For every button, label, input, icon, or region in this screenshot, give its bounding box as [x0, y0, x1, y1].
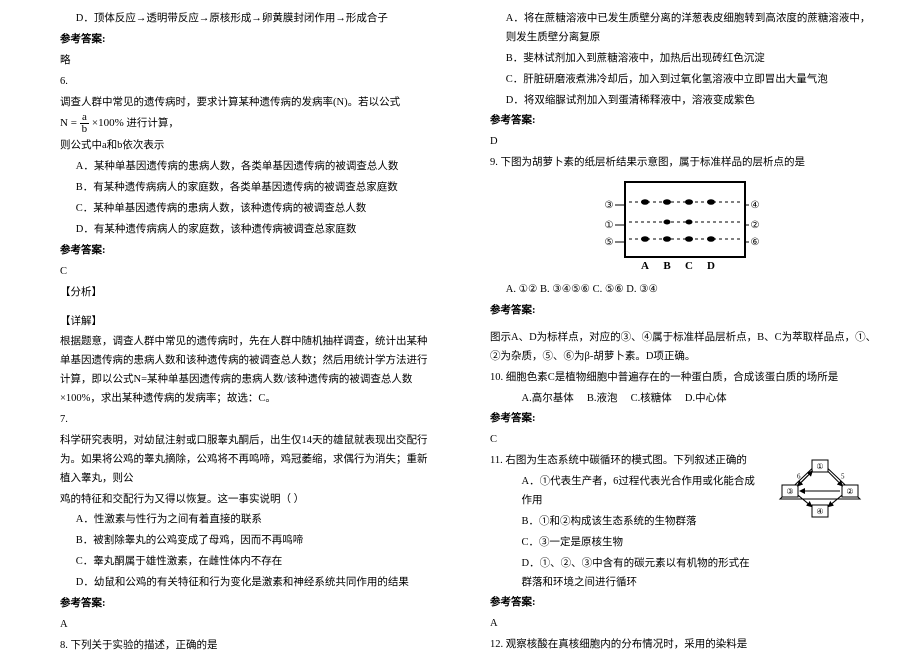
q10-opt-a: A.高尔基体 [522, 393, 574, 404]
ref-answer-label: 参考答案: [60, 242, 430, 261]
fraction: a b [80, 112, 90, 135]
q7-answer: A [60, 616, 430, 635]
q6-intro-3: 则公式中a和b依次表示 [60, 137, 430, 156]
q11-opt-d: D．①、②、③中含有的碳元素以有机物的形式在群落和环境之间进行循环 [490, 555, 760, 593]
left-column: D．顶体反应→透明带反应→原核形成→卵黄膜封闭作用→形成合子 参考答案: 略 6… [0, 0, 460, 651]
q7-opt-a: A．性激素与性行为之间有着直接的联系 [60, 511, 430, 530]
svg-text:A: A [641, 260, 649, 272]
svg-text:④: ④ [816, 507, 823, 516]
q10-answer: C [490, 431, 880, 450]
q10-opt-b: B.液泡 [587, 393, 618, 404]
q11-answer: A [490, 615, 880, 634]
svg-text:②: ② [751, 220, 760, 231]
q10-number: 10. [490, 372, 503, 383]
q7-opt-d: D．幼鼠和公鸡的有关特征和行为变化是激素和神经系统共同作用的结果 [60, 574, 430, 593]
q10-opt-d: D.中心体 [685, 393, 727, 404]
q6-opt-c: C．某种单基因遗传病的患病人数，该种遗传病的被调查总人数 [60, 200, 430, 219]
q11-textblock: 11. 右图为生态系统中碳循环的模式图。下列叙述正确的 A．①代表生产者，6过程… [490, 452, 760, 594]
q10-opt-c: C.核糖体 [631, 393, 672, 404]
q9-stem: 9. 下图为胡萝卜素的纸层析结果示意图，属于标准样品的层析点的是 [490, 154, 880, 173]
q6-stem: 调查人群中常见的遗传病时，要求计算某种遗传病的发病率(N)。若以公式 N = a… [60, 94, 430, 136]
svg-text:C: C [685, 260, 693, 272]
q8-opt-c: C．肝脏研磨液煮沸冷却后，加入到过氧化氢溶液中立即冒出大量气泡 [490, 71, 880, 90]
svg-text:6: 6 [797, 473, 801, 481]
document-page: D．顶体反应→透明带反应→原核形成→卵黄膜封闭作用→形成合子 参考答案: 略 6… [0, 0, 920, 651]
q6-detail: 根据题意，调查人群中常见的遗传病时，先在人群中随机抽样调查，统计出某种单基因遗传… [60, 333, 430, 409]
ref-answer-label: 参考答案: [490, 302, 880, 321]
svg-text:B: B [663, 260, 671, 272]
ref-answer-label: 参考答案: [490, 112, 880, 131]
q7-opt-b: B．被割除睾丸的公鸡变成了母鸡，因而不再鸣啼 [60, 532, 430, 551]
q11-number: 11. [490, 455, 503, 466]
q5-opt-d: D．顶体反应→透明带反应→原核形成→卵黄膜封闭作用→形成合子 [60, 10, 430, 29]
q11-opt-c: C．③一定是原核生物 [490, 534, 760, 553]
svg-text:③: ③ [786, 487, 793, 496]
formula-left: N = [60, 117, 77, 129]
q7-text1: 科学研究表明，对幼鼠注射或口服睾丸酮后，出生仅14天的雄鼠就表现出交配行为。如果… [60, 432, 430, 489]
svg-text:D: D [707, 260, 715, 272]
q6-intro-1: 调查人群中常见的遗传病时，要求计算某种遗传病的发病率(N)。若以公式 [60, 97, 400, 108]
ref-answer-label: 参考答案: [490, 594, 880, 613]
tlc-diagram: A B C D ③ ① ⑤ ④ ② ⑥ [595, 177, 775, 277]
right-column: A．将在蔗糖溶液中已发生质壁分离的洋葱表皮细胞转到高浓度的蔗糖溶液中，则发生质壁… [460, 0, 920, 651]
formula-tail: ×100% [92, 117, 124, 129]
q6-intro-2: 进行计算， [126, 118, 179, 129]
svg-text:⑥: ⑥ [751, 237, 760, 248]
spacer [60, 305, 430, 311]
q10-stem: 10. 细胞色素C是植物细胞中普遍存在的一种蛋白质，合成该蛋白质的场所是 [490, 369, 880, 388]
q6-opt-a: A．某种单基因遗传病的患病人数，各类单基因遗传病的被调查总人数 [60, 158, 430, 177]
svg-text:①: ① [816, 462, 823, 471]
q12-number: 12. [490, 639, 503, 650]
q6-opt-d: D．有某种遗传病病人的家庭数，该种遗传病被调查总家庭数 [60, 221, 430, 240]
frac-den: b [80, 124, 90, 135]
q6-answer: C [60, 263, 430, 282]
q12-text: 观察核酸在真核细胞内的分布情况时，采用的染料是 [506, 639, 748, 650]
svg-text:②: ② [846, 487, 853, 496]
detail-label: 【详解】 [60, 313, 430, 332]
cycle-diagram: ① ② ③ ④ 5 6 [760, 456, 880, 526]
q9-choices: A. ①② B. ③④⑤⑥ C. ⑤⑥ D. ③④ [490, 281, 880, 300]
q8-opt-a: A．将在蔗糖溶液中已发生质壁分离的洋葱表皮细胞转到高浓度的蔗糖溶液中，则发生质壁… [490, 10, 880, 48]
q8-text: 下列关于实验的描述，正确的是 [71, 640, 218, 651]
q11-row: 11. 右图为生态系统中碳循环的模式图。下列叙述正确的 A．①代表生产者，6过程… [490, 452, 880, 594]
q11-opt-a: A．①代表生产者，6过程代表光合作用或化能合成作用 [490, 473, 760, 511]
svg-text:①: ① [605, 220, 614, 231]
q10-text: 细胞色素C是植物细胞中普遍存在的一种蛋白质，合成该蛋白质的场所是 [506, 372, 839, 383]
svg-text:④: ④ [751, 200, 760, 211]
q6-formula: N = a b ×100% [60, 112, 124, 135]
ref-answer-label: 参考答案: [60, 31, 430, 50]
q10-opts: A.高尔基体 B.液泡 C.核糖体 D.中心体 [490, 390, 880, 409]
spacer [490, 323, 880, 327]
q5-answer: 略 [60, 52, 430, 71]
q9-number: 9. [490, 157, 498, 168]
q11-stem: 11. 右图为生态系统中碳循环的模式图。下列叙述正确的 [490, 452, 760, 471]
svg-text:5: 5 [841, 473, 845, 481]
q9-text: 下图为胡萝卜素的纸层析结果示意图，属于标准样品的层析点的是 [501, 157, 806, 168]
q11-opt-b: B．①和②构成该生态系统的生物群落 [490, 513, 760, 532]
svg-text:③: ③ [605, 200, 614, 211]
q11-text: 右图为生态系统中碳循环的模式图。下列叙述正确的 [505, 455, 747, 466]
q8-answer: D [490, 133, 880, 152]
q8-number: 8. [60, 640, 68, 651]
q7-opt-c: C．睾丸酮属于雄性激素，在雌性体内不存在 [60, 553, 430, 572]
ref-answer-label: 参考答案: [60, 595, 430, 614]
q6-opt-b: B．有某种遗传病病人的家庭数，各类单基因遗传病的被调查总家庭数 [60, 179, 430, 198]
q8-stem: 8. 下列关于实验的描述，正确的是 [60, 637, 430, 656]
q8-opt-b: B．斐林试剂加入到蔗糖溶液中，加热后出现砖红色沉淀 [490, 50, 880, 69]
q9-answer: 图示A、D为标样点，对应的③、④属于标准样品层析点，B、C为萃取样品点，①、②为… [490, 329, 880, 367]
q12-stem: 12. 观察核酸在真核细胞内的分布情况时，采用的染料是 [490, 636, 880, 655]
q8-opt-d: D．将双缩脲试剂加入到蛋清稀释液中，溶液变成紫色 [490, 92, 880, 111]
q6-number: 6. [60, 73, 430, 92]
analysis-label: 【分析】 [60, 284, 430, 303]
q7-text2: 鸡的特征和交配行为又得以恢复。这一事实说明（ ） [60, 491, 430, 510]
q7-number: 7. [60, 411, 430, 430]
ref-answer-label: 参考答案: [490, 410, 880, 429]
svg-text:⑤: ⑤ [605, 237, 614, 248]
